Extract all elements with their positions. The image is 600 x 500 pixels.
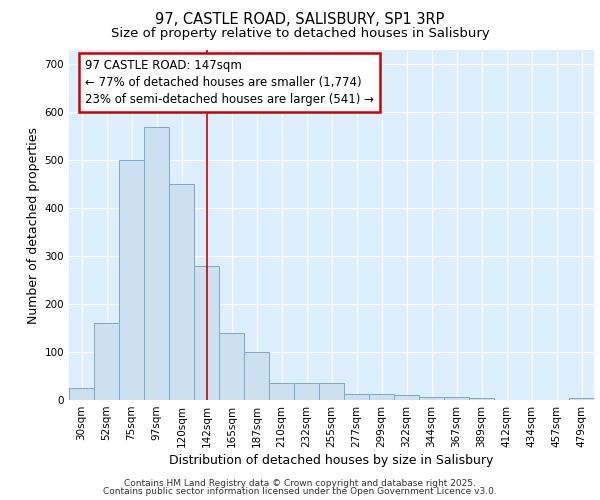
Text: 97 CASTLE ROAD: 147sqm
← 77% of detached houses are smaller (1,774)
23% of semi-: 97 CASTLE ROAD: 147sqm ← 77% of detached…	[85, 59, 374, 106]
Text: Size of property relative to detached houses in Salisbury: Size of property relative to detached ho…	[110, 28, 490, 40]
Bar	[294, 383, 319, 400]
Bar	[119, 160, 144, 400]
Bar	[269, 383, 294, 400]
Bar	[319, 383, 344, 400]
Bar	[444, 396, 469, 400]
Bar	[469, 398, 494, 400]
Bar	[344, 394, 369, 400]
Bar	[169, 184, 194, 400]
Bar	[569, 398, 594, 400]
Text: Contains public sector information licensed under the Open Government Licence v3: Contains public sector information licen…	[103, 487, 497, 496]
Text: 97, CASTLE ROAD, SALISBURY, SP1 3RP: 97, CASTLE ROAD, SALISBURY, SP1 3RP	[155, 12, 445, 28]
Bar	[419, 396, 444, 400]
Bar	[219, 333, 244, 400]
Bar	[144, 126, 169, 400]
Y-axis label: Number of detached properties: Number of detached properties	[28, 126, 40, 324]
Bar	[244, 352, 269, 400]
Bar	[69, 388, 94, 400]
Text: Contains HM Land Registry data © Crown copyright and database right 2025.: Contains HM Land Registry data © Crown c…	[124, 478, 476, 488]
Bar	[194, 266, 219, 400]
Bar	[394, 395, 419, 400]
Bar	[369, 394, 394, 400]
X-axis label: Distribution of detached houses by size in Salisbury: Distribution of detached houses by size …	[169, 454, 494, 467]
Bar	[94, 324, 119, 400]
